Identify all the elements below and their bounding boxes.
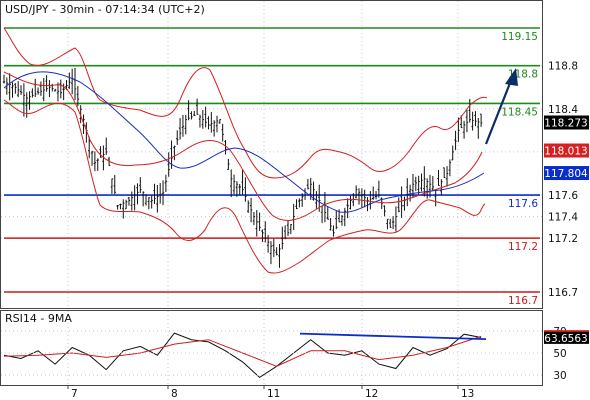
rsi-indicator: 70503065.218263.6563 — [1, 326, 589, 382]
bollinger-lower-band — [3, 99, 486, 274]
grid-layer — [1, 1, 542, 385]
time-axis: 7 8 11 12 13 — [67, 385, 474, 400]
rsi-tick-label: 30 — [553, 370, 566, 382]
x-tick-label: 7 — [71, 388, 78, 400]
indicator-overlays — [3, 27, 518, 274]
rsi-trendline — [299, 332, 487, 341]
bollinger-upper-band — [3, 27, 488, 179]
y-tick-label: 117.2 — [548, 233, 578, 245]
rsi-tag-box — [544, 331, 589, 344]
x-tick-label: 8 — [171, 388, 178, 400]
y-tick-label: 118.8 — [548, 61, 578, 73]
y-tick-label: 117.4 — [548, 212, 578, 224]
moving-average-line — [3, 71, 485, 213]
level-label: 118.45 — [501, 106, 538, 118]
rsi-tag-label: 63.6563 — [544, 333, 587, 345]
price-tag-label: 117.804 — [544, 168, 588, 180]
level-label: 117.2 — [508, 241, 538, 253]
y-tick-label: 116.7 — [548, 287, 578, 299]
level-label: 119.15 — [501, 31, 538, 43]
x-tick-label: 11 — [267, 388, 280, 400]
rsi-ma-line — [3, 335, 482, 367]
rsi-panel-frame — [0, 310, 543, 386]
price-tag-box — [544, 115, 589, 130]
level-label: 117.6 — [508, 198, 538, 210]
main-panel-frame — [0, 0, 543, 309]
level-label: 116.7 — [508, 295, 538, 307]
price-tag-box — [544, 143, 589, 158]
price-tag-label: 118.013 — [544, 146, 587, 158]
price-tag-box — [544, 166, 589, 181]
price-tags: 118.273 118.013 117.804 — [544, 115, 589, 181]
price-tag-label: 118.273 — [544, 118, 587, 130]
trend-arrow-shaft — [484, 77, 514, 145]
x-tick-label: 12 — [365, 388, 378, 400]
rsi-title: RSI14 - 9MA — [5, 312, 72, 325]
rsi-line — [3, 332, 482, 379]
y-tick-label: 118.4 — [548, 104, 578, 116]
chart-title: USD/JPY - 30min - 07:14:34 (UTC+2) — [5, 3, 205, 16]
bollinger-middle-band — [3, 71, 483, 221]
rsi-tick-label: 50 — [553, 348, 566, 360]
trend-arrow-head — [505, 68, 518, 86]
x-tick-label: 13 — [461, 388, 474, 400]
y-tick-label: 117.6 — [548, 190, 578, 202]
